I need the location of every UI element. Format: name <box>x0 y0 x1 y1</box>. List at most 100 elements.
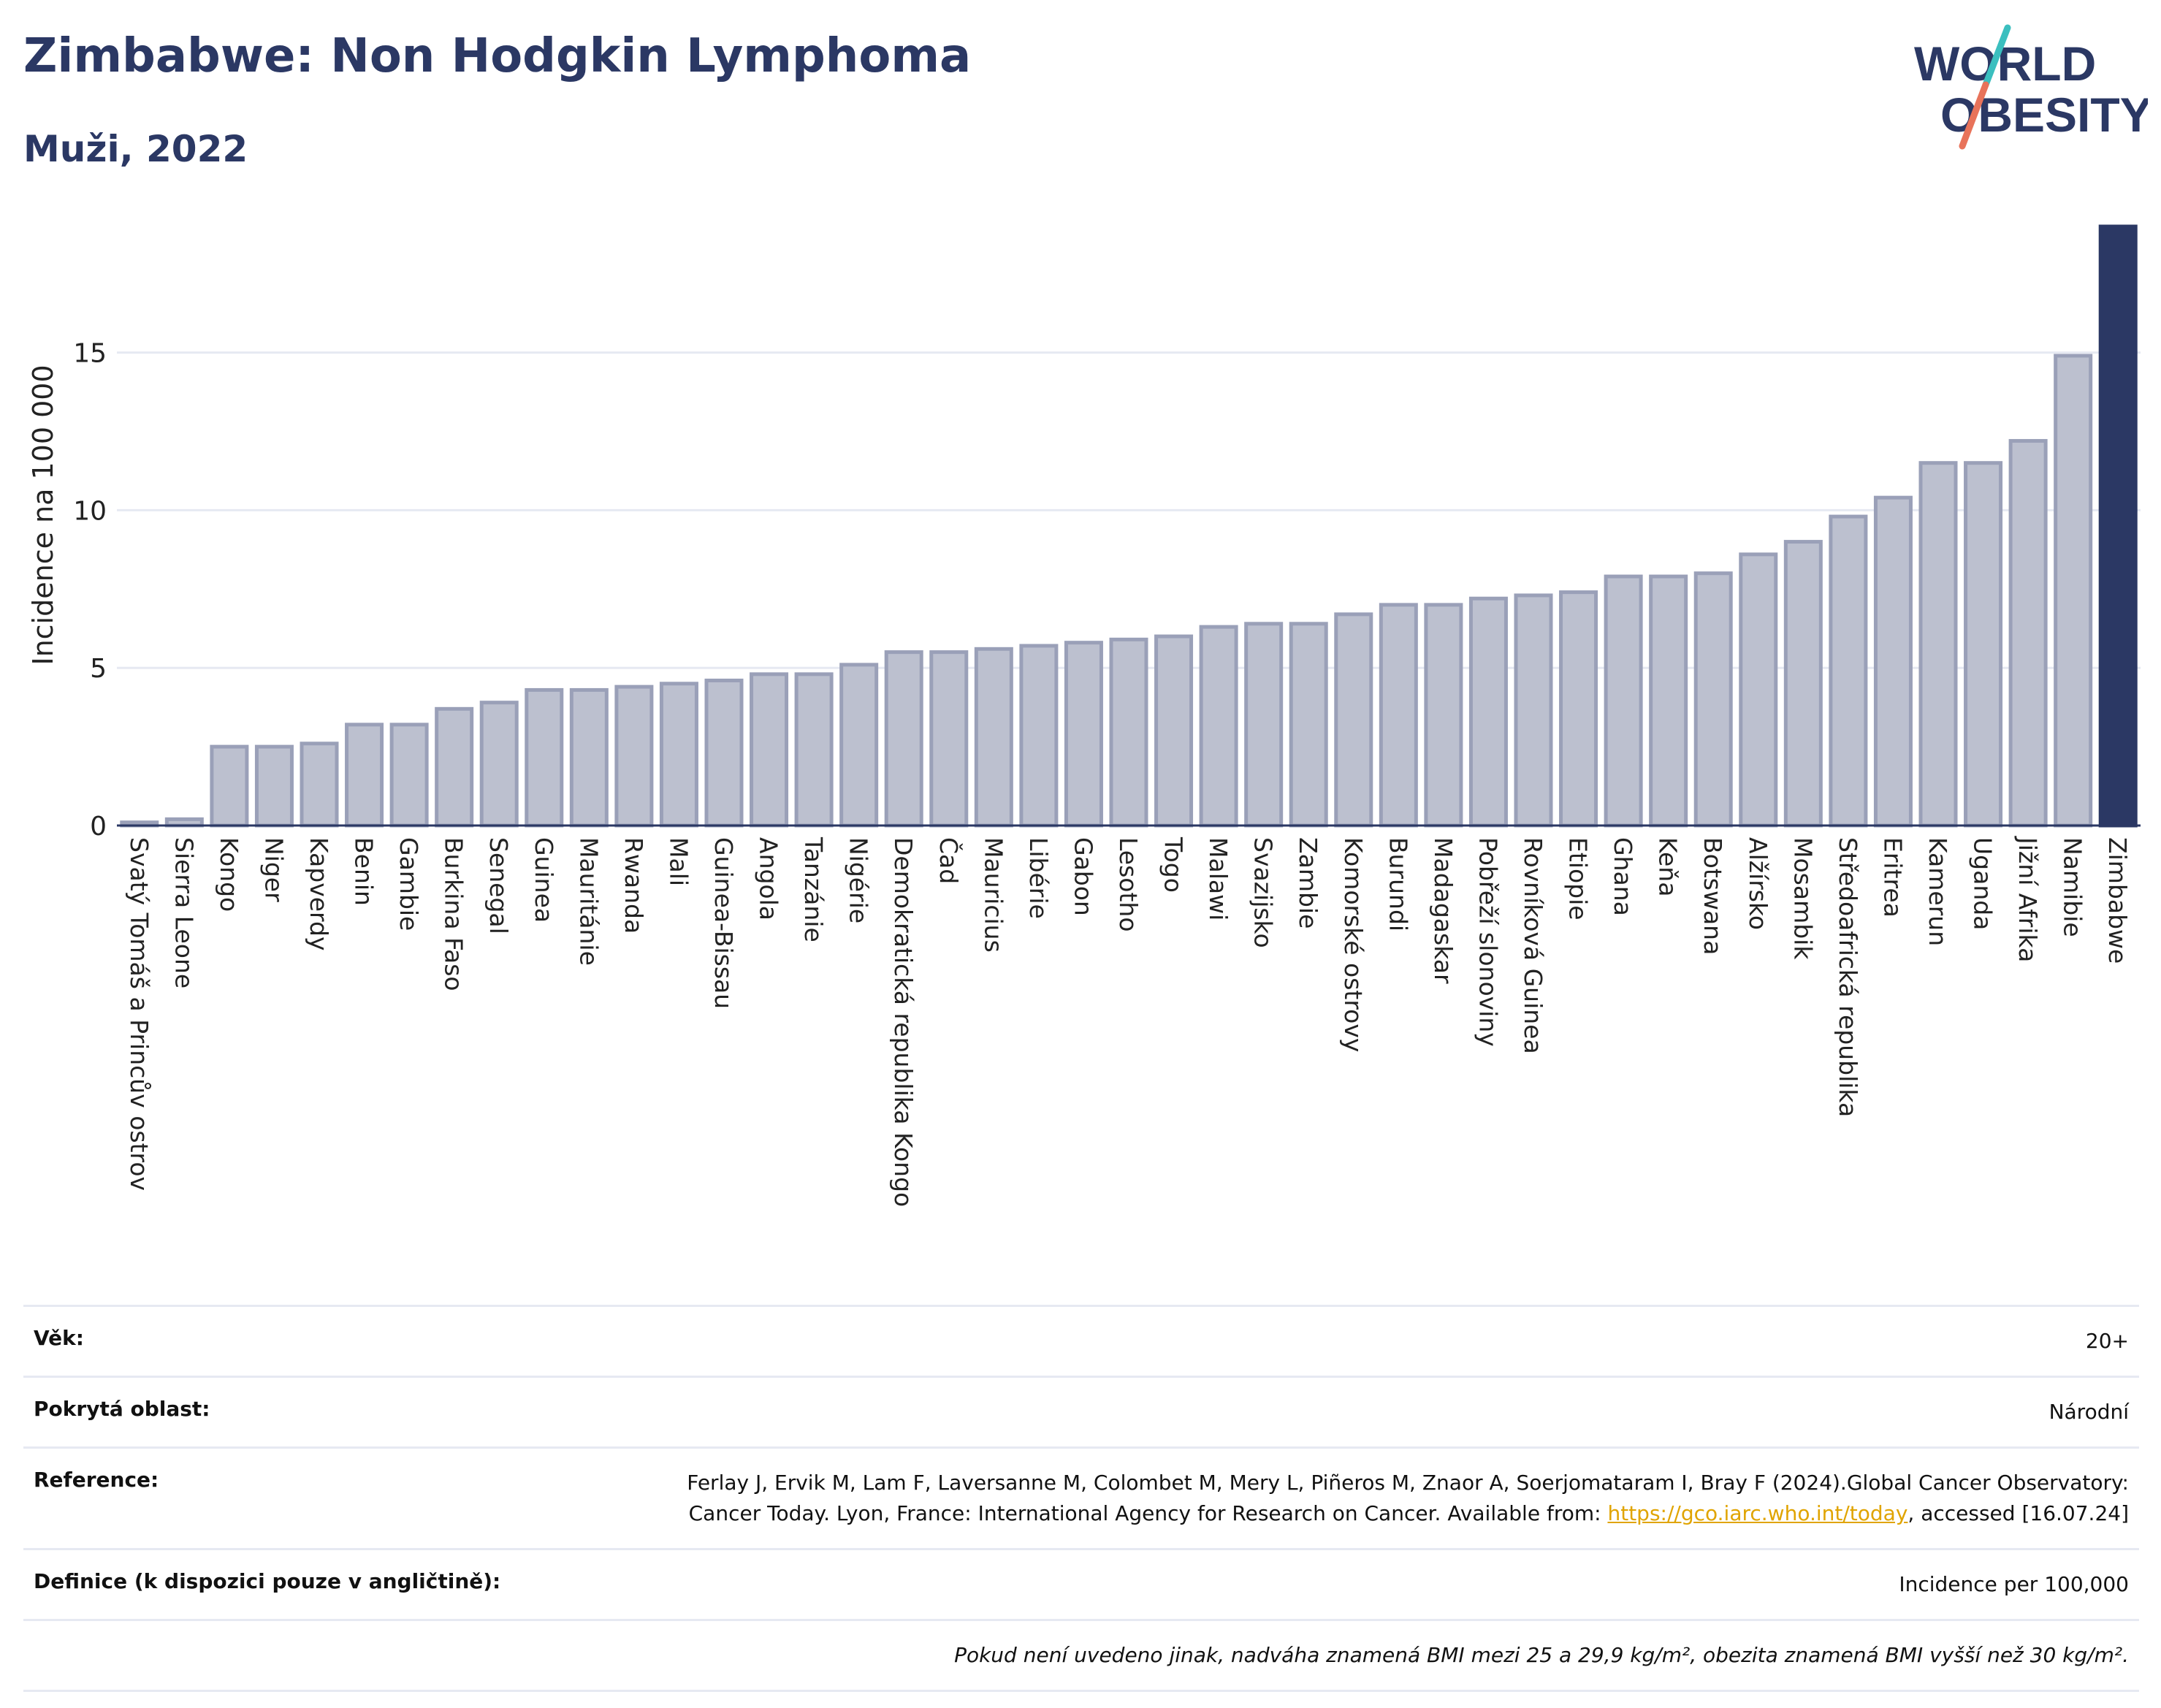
x-tick-label: Malawi <box>1204 837 1232 920</box>
bar-Tanzánie <box>794 672 834 828</box>
meta-row-definition: Definice (k dispozici pouze v angličtině… <box>23 1548 2139 1619</box>
bar-Kapverdy <box>300 741 339 828</box>
x-tick-label: Burkina Faso <box>440 837 468 991</box>
bar-Alžírsko <box>1739 552 1778 828</box>
bar-Burkina Faso <box>435 706 474 828</box>
x-tick-label: Etiopie <box>1564 837 1593 920</box>
x-tick-label: Angola <box>755 837 783 920</box>
x-tick-label: Jižní Afrika <box>2013 836 2042 962</box>
x-tick-label: Madagaskar <box>1429 837 1457 984</box>
x-tick-label: Guinea-Bissau <box>709 837 738 1009</box>
x-tick-label: Togo <box>1159 836 1188 893</box>
x-tick-label: Svazijsko <box>1249 837 1278 948</box>
page-subtitle: Muži, 2022 <box>23 128 248 170</box>
bar-Botswana <box>1693 571 1733 828</box>
bar-Madagaskar <box>1424 603 1463 828</box>
x-tick-label: Čad <box>934 837 964 884</box>
x-tick-label: Kamerun <box>1924 837 1952 946</box>
bar-Rwanda <box>614 685 654 828</box>
x-tick-label: Keňa <box>1654 837 1682 896</box>
bar-Senegal <box>479 701 519 828</box>
definition-value: Incidence per 100,000 <box>1899 1572 2129 1596</box>
x-tick-label: Demokratická republika Kongo <box>889 837 918 1207</box>
logo-slash-bottom <box>1959 81 1989 150</box>
bar-Mali <box>659 682 698 828</box>
definition-label: Definice (k dispozici pouze v angličtině… <box>34 1569 501 1593</box>
x-tick-label: Tanzánie <box>799 836 828 942</box>
bar-Mauricius <box>974 647 1013 828</box>
reference-suffix: , accessed [16.07.24] <box>1907 1501 2129 1525</box>
bar-Eritrea <box>1873 495 1913 828</box>
y-tick-labels: 0 5 10 15 <box>73 339 107 842</box>
x-tick-label: Botswana <box>1699 837 1727 955</box>
bar-Komorské ostrovy <box>1334 612 1373 828</box>
bar-Zimbabwe <box>2098 224 2138 828</box>
x-tick-label: Komorské ostrovy <box>1339 837 1368 1052</box>
x-tick-label: Lesotho <box>1114 837 1143 932</box>
x-tick-label: Rovníková Guinea <box>1519 837 1547 1054</box>
bars <box>120 224 2138 828</box>
bar-Mauritánie <box>569 687 609 828</box>
bar-Malawi <box>1199 625 1238 828</box>
bar-Rovníková Guinea <box>1514 593 1553 828</box>
bar-Togo <box>1154 634 1194 828</box>
bar-Středoafrická republika <box>1829 514 1868 828</box>
bar-Etiopie <box>1559 590 1598 828</box>
bar-Pobřeží slonoviny <box>1468 596 1508 828</box>
bar-Svazijsko <box>1244 622 1284 828</box>
logo-line-1: WORLD <box>1914 37 2096 91</box>
bar-Ghana <box>1604 574 1643 828</box>
metadata-table: Věk: 20+ Pokrytá oblast: Národní Referen… <box>23 1305 2139 1692</box>
x-tick-label: Niger <box>259 837 288 902</box>
reference-text: Ferlay J, Ervik M, Lam F, Laversanne M, … <box>687 1471 2129 1525</box>
logo-slash-top <box>1982 24 2011 88</box>
meta-row-reference: Reference: Ferlay J, Ervik M, Lam F, Lav… <box>23 1446 2139 1548</box>
bar-Jižní Afrika <box>2008 438 2048 828</box>
age-label: Věk: <box>34 1326 84 1350</box>
x-tick-labels: Svatý Tomáš a Princův ostrov Sierra Leone… <box>125 836 2132 1207</box>
bar-Uganda <box>1964 461 2003 828</box>
bar-Burundi <box>1379 603 1418 828</box>
reference-link[interactable]: https://gco.iarc.who.int/today <box>1607 1501 1908 1525</box>
bar-Nigérie <box>839 663 879 828</box>
x-tick-label: Ghana <box>1609 837 1637 916</box>
x-tick-label: Uganda <box>1969 837 1997 930</box>
x-tick-label: Zambie <box>1294 837 1322 929</box>
x-tick-label: Mosambik <box>1788 837 1817 960</box>
x-tick-label: Pobřeží slonoviny <box>1474 837 1502 1047</box>
meta-row-coverage: Pokrytá oblast: Národní <box>23 1376 2139 1446</box>
x-tick-label: Burundi <box>1384 837 1412 931</box>
x-tick-label: Nigérie <box>845 837 873 923</box>
coverage-value: Národní <box>2048 1400 2129 1424</box>
bar-Benin <box>345 723 384 828</box>
bar-Mosambik <box>1783 540 1823 828</box>
y-axis-label: Incidence na 100 000 <box>27 365 59 665</box>
y-tick-label: 0 <box>90 812 107 842</box>
bar-Namibie <box>2054 354 2093 828</box>
reference-label: Reference: <box>34 1468 159 1492</box>
bar-chart: 0 5 10 15 Svatý Tomáš a Princův ostrov Sierr… <box>27 224 2141 1207</box>
x-tick-label: Eritrea <box>1878 837 1907 918</box>
x-tick-label: Svatý Tomáš a Princův ostrov <box>125 837 153 1191</box>
bar-Čad <box>929 650 969 828</box>
bar-Zambie <box>1289 622 1328 828</box>
bar-Gambie <box>389 723 429 828</box>
bar-Kamerun <box>1918 461 1958 828</box>
bar-Lesotho <box>1109 637 1148 828</box>
x-tick-label: Sierra Leone <box>169 837 198 988</box>
y-tick-label: 5 <box>90 654 107 684</box>
page-title: Zimbabwe: Non Hodgkin Lymphoma <box>23 29 972 83</box>
x-tick-label: Alžírsko <box>1744 837 1772 930</box>
bmi-note: Pokud není uvedeno jinak, nadváha znamen… <box>954 1643 2129 1667</box>
x-tick-label: Středoafrická republika <box>1834 837 1862 1117</box>
x-tick-label: Mauritánie <box>574 837 603 966</box>
meta-row-age: Věk: 20+ <box>23 1305 2139 1376</box>
y-tick-label: 15 <box>73 339 107 369</box>
y-tick-label: 10 <box>73 496 107 526</box>
x-tick-label: Mauricius <box>979 837 1007 953</box>
x-tick-label: Mali <box>664 837 693 886</box>
world-obesity-logo: WORLD OBESITY <box>1914 24 2148 150</box>
bar-Niger <box>254 744 294 828</box>
x-tick-label: Kapverdy <box>305 837 333 951</box>
meta-row-note: Pokud není uvedeno jinak, nadváha znamen… <box>23 1619 2139 1692</box>
